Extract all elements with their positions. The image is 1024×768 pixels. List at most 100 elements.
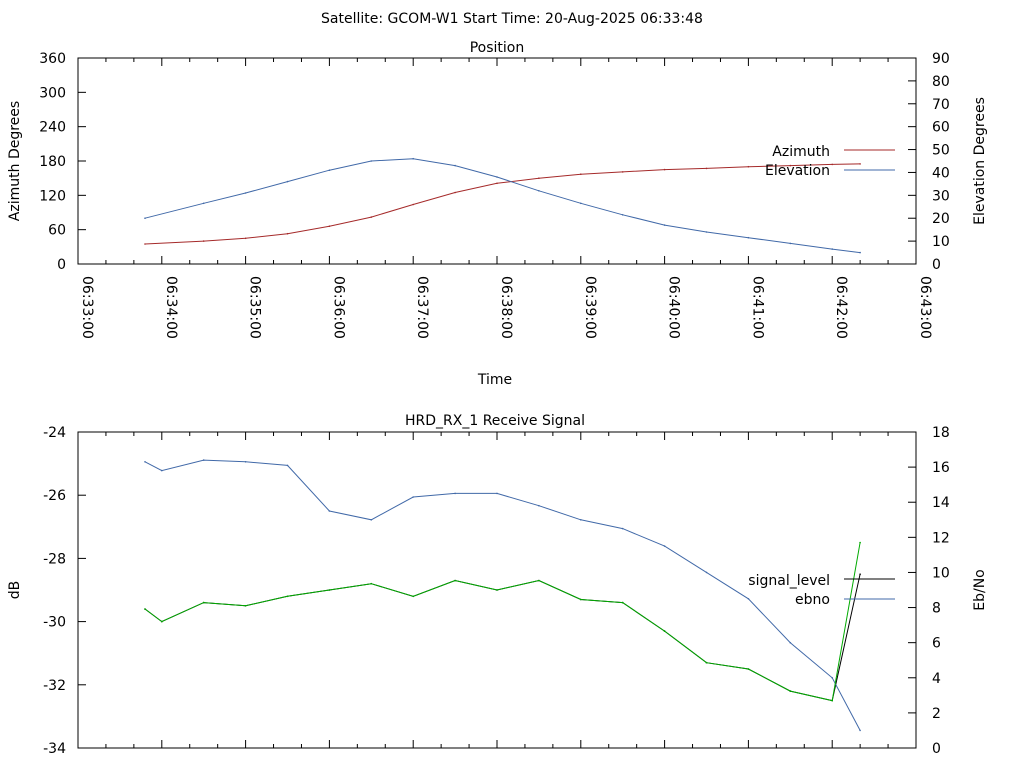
pos-data-point [496,176,498,178]
sig-y2-tick-label: 2 [932,706,941,722]
position-chart: Position Azimuth Degrees Elevation Degre… [7,40,988,388]
pos-data-point [859,251,861,254]
sig-y2-tick-label: 12 [932,530,950,546]
sig-data-point [370,582,373,585]
position-y2-ticks: 0 10 20 30 40 50 60 70 80 90 [908,51,950,273]
pos-data-point [747,236,750,239]
pos-data-point [789,164,792,167]
pos-y2-tick-label: 50 [932,143,950,159]
sig-data-point [621,601,624,604]
sig-data-point [663,545,666,547]
sig-data-point [705,661,708,664]
sig-data-point [328,589,331,591]
sig-data-point [705,571,708,574]
pos-data-point [621,214,624,216]
signal-y2-axis-label: Eb/No [972,569,988,611]
signal-legend: signal_level ebno [748,573,895,608]
header-title: Satellite: GCOM-W1 Start Time: 20-Aug-20… [321,11,703,27]
position-y-axis-label: Azimuth Degrees [7,101,23,221]
pos-x-tick-label: 06:34:00 [163,276,179,339]
pos-x-tick-label: 06:35:00 [247,276,263,339]
position-y2-axis-label: Elevation Degrees [972,97,988,225]
sig-data-point [454,579,456,582]
pos-data-point [663,168,666,171]
position-x-axis-label: Time [477,372,512,388]
sig-y-tick-label: -32 [43,678,66,694]
sig-data-point [454,492,456,495]
sig-y-tick-label: -24 [43,425,66,441]
sig-data-point [244,605,247,607]
pos-data-point [454,164,456,167]
pos-y2-tick-label: 60 [932,120,950,136]
pos-x-tick-label: 06:41:00 [749,276,765,339]
sig-y2-tick-label: 8 [932,601,941,617]
sig-data-point [663,630,666,632]
pos-x-tick-label: 06:39:00 [582,276,598,339]
pos-y-tick-label: 300 [39,85,66,101]
pos-y2-tick-label: 10 [932,234,950,250]
pos-y2-tick-label: 30 [932,188,950,204]
pos-data-point [538,190,540,192]
pos-data-point [496,182,498,185]
position-chart-title: Position [470,40,525,56]
pos-data-point [538,177,540,179]
pos-y-tick-label: 120 [39,188,66,204]
pos-y2-tick-label: 40 [932,165,950,181]
sig-data-point [161,620,163,623]
signal-y2-ticks: 0 2 4 6 8 10 12 14 16 18 [908,425,950,757]
sig-data-point [244,461,247,463]
position-series [144,157,861,254]
pos-x-tick-label: 06:40:00 [666,276,682,339]
sig-data-point [621,527,624,530]
signal-chart: HRD_RX_1 Receive Signal dB Eb/No -34-32-… [7,413,988,757]
sig-data-point [831,699,833,702]
legend-label-azimuth: Azimuth [772,144,830,160]
pos-data-point [831,163,833,166]
pos-y-tick-label: 360 [39,51,66,67]
sig-data-point [370,519,373,521]
sig-data-point [328,510,331,512]
pos-y2-tick-label: 90 [932,51,950,67]
sig-y2-tick-label: 18 [932,425,950,441]
legend-label-elevation: Elevation [765,163,830,179]
pos-y-tick-label: 180 [39,154,66,170]
sig-data-point [496,492,498,495]
pos-data-point [663,224,666,226]
signal-x-ticks [77,432,917,748]
sig-data-point [859,541,861,544]
pos-data-point [705,231,708,233]
sig-data-point [286,595,289,598]
sig-series-line-ebno [144,459,861,731]
position-x-ticks: 06:33:00 06:34:00 06:35:00 06:36:00 06:37:00… [77,58,933,339]
pos-data-point [202,240,205,242]
sig-y2-tick-label: 10 [932,565,950,581]
pos-data-point [412,157,415,160]
legend-label-ebno: ebno [795,592,830,608]
pos-x-tick-label: 06:43:00 [917,276,933,339]
pos-data-point [328,169,331,171]
pos-data-point [580,202,582,205]
sig-data-point [789,641,792,644]
sig-data-point [538,504,540,507]
sig-y-tick-label: -26 [43,488,66,504]
pos-x-tick-label: 06:37:00 [414,276,430,339]
pos-x-tick-label: 06:33:00 [79,276,95,339]
sig-data-point [831,677,833,679]
sig-data-point [538,579,540,582]
pos-data-point [412,203,415,206]
sig-data-point [202,459,205,461]
sig-y-tick-label: -30 [43,615,66,631]
pos-data-point [831,248,833,250]
pos-data-point [370,160,373,162]
pos-data-point [286,180,289,183]
sig-data-point [412,595,415,598]
pos-data-point [705,167,708,170]
pos-x-tick-label: 06:38:00 [498,276,514,339]
sig-data-point [202,601,205,604]
sig-y2-tick-label: 6 [932,636,941,652]
pos-data-point [202,202,205,205]
pos-data-point [789,242,792,245]
pos-data-point [244,192,247,194]
pos-y2-tick-label: 20 [932,211,950,227]
